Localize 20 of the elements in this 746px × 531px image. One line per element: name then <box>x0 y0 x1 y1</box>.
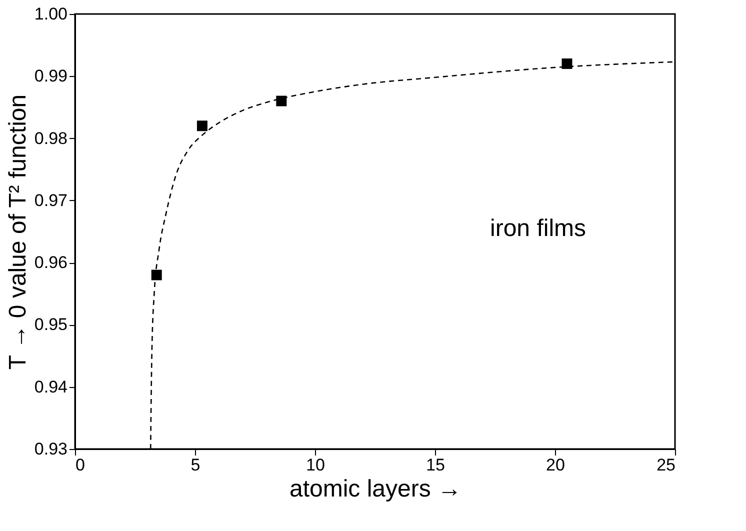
y-tick-label: 0.93 <box>34 440 68 458</box>
x-tick-label: 20 <box>546 456 565 474</box>
point <box>562 58 572 69</box>
y-tick-label: 0.95 <box>34 315 68 334</box>
x-tick-label: 5 <box>190 456 200 474</box>
y-tick-label: 0.99 <box>34 66 68 86</box>
x-tick-label: 0 <box>76 456 85 474</box>
y-tick-label: 0.97 <box>34 190 68 210</box>
point <box>151 270 162 280</box>
y-tick-label: 0.98 <box>34 128 68 148</box>
x-tick-label: 15 <box>426 456 445 474</box>
annotation: iron films <box>490 215 586 242</box>
x-axis-title: atomic layers → <box>289 476 462 502</box>
point <box>196 120 208 132</box>
y-tick-label: 0.96 <box>34 253 68 272</box>
y-axis-title: T → 0 value of T² function <box>4 94 32 370</box>
y-tick-label: 1.00 <box>34 4 68 24</box>
y-tick-label: 0.94 <box>34 377 68 396</box>
x-tick-label: 25 <box>656 456 676 474</box>
x-tick-label: 10 <box>306 456 325 474</box>
